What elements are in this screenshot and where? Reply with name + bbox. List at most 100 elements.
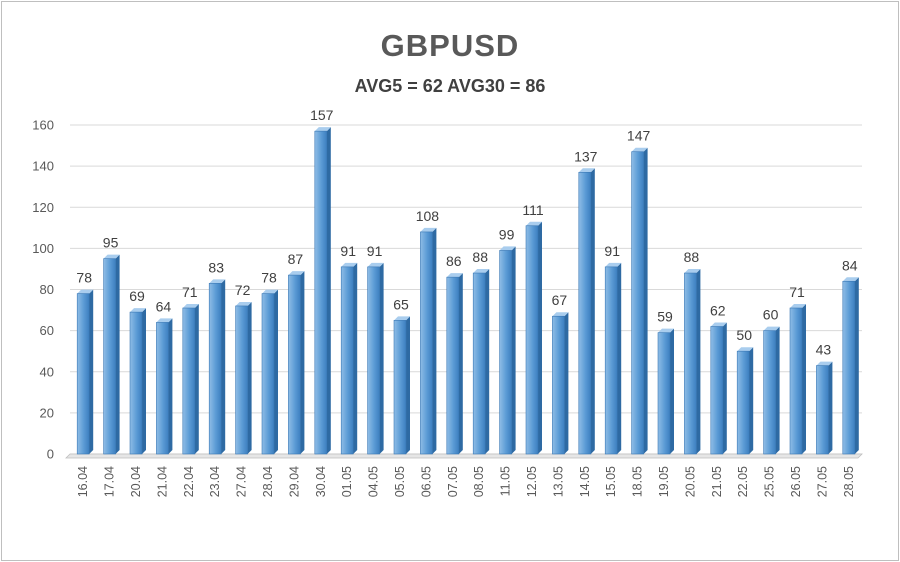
bar-top (235, 301, 252, 306)
bar-top (526, 221, 542, 226)
bar (182, 304, 199, 455)
bar-side (485, 269, 490, 454)
data-label: 137 (574, 148, 598, 164)
bar-front (420, 231, 433, 455)
x-tick-label: 27.05 (815, 466, 829, 497)
bar-front (842, 280, 856, 455)
data-label: 72 (235, 282, 251, 298)
bar-front (393, 320, 407, 455)
bar-top (367, 262, 384, 267)
bar-top (182, 304, 199, 309)
bar (604, 262, 622, 455)
bars (76, 127, 859, 455)
bar-top (420, 227, 437, 232)
data-label: 78 (261, 270, 277, 286)
x-tick-label: 26.05 (789, 466, 803, 497)
data-label: 88 (684, 249, 700, 265)
y-tick-label: 40 (40, 364, 54, 379)
bar (789, 304, 806, 455)
x-tick-label: 20.04 (129, 466, 143, 497)
bar-front (816, 365, 829, 455)
data-label: 84 (842, 257, 858, 273)
bar (842, 277, 859, 455)
bar-front (182, 307, 196, 455)
bar-front (684, 272, 697, 455)
x-tick-label: 28.04 (261, 466, 275, 497)
bar-side (274, 289, 278, 454)
bar (129, 308, 146, 455)
bar-front (288, 274, 301, 455)
bar-front (76, 293, 90, 455)
bar-side (458, 273, 463, 454)
x-tick-label: 22.04 (182, 466, 196, 497)
bar-top (578, 168, 595, 173)
data-label: 147 (627, 128, 651, 144)
bar-side (564, 312, 569, 454)
bar-front (631, 151, 644, 455)
bar-front (578, 171, 592, 455)
bar-front (367, 266, 380, 455)
data-label: 71 (789, 284, 805, 300)
x-tick-label: 05.05 (393, 466, 407, 497)
bar-side (828, 361, 833, 454)
data-label: 99 (499, 226, 515, 242)
data-label: 60 (763, 307, 779, 323)
data-label: 95 (103, 235, 119, 251)
bar-side (854, 277, 859, 454)
bar-front (736, 350, 750, 455)
data-label: 64 (156, 298, 172, 314)
bar-front (604, 266, 618, 455)
bar-front (235, 305, 248, 455)
bar-top (499, 246, 516, 251)
bar-top (605, 262, 622, 267)
y-tick-label: 0 (47, 447, 54, 462)
bar-side (115, 254, 120, 454)
bar-side (670, 328, 674, 454)
bar-front (103, 258, 116, 455)
bar-top (394, 316, 410, 321)
x-tick-label: 28.05 (842, 466, 856, 497)
bar-side (696, 269, 701, 454)
data-label: 91 (604, 243, 620, 259)
bar-side (221, 279, 226, 454)
bar-side (406, 316, 410, 454)
data-label: 91 (367, 243, 383, 259)
bar-side (168, 318, 173, 454)
bar-front (763, 330, 776, 455)
bar (631, 147, 648, 455)
bar (446, 273, 463, 455)
x-tick-label: 06.05 (419, 466, 433, 497)
bar-side (749, 347, 754, 454)
bar (314, 127, 331, 455)
bar (156, 318, 173, 455)
bar-side (802, 304, 806, 454)
data-label: 67 (552, 292, 568, 308)
y-tick-label: 60 (40, 323, 54, 338)
bar-front (472, 272, 486, 455)
bar-top (763, 326, 780, 331)
bar-top (446, 273, 463, 278)
data-label: 62 (710, 303, 726, 319)
data-labels: 78 95 69 64 71 83 72 78 87 157 91 91 65 108 86 88 99 111 6… (76, 107, 857, 357)
bar-front (710, 326, 724, 455)
bar-top (842, 277, 859, 282)
bar (684, 269, 701, 455)
bar-front (525, 225, 539, 455)
data-label: 91 (340, 243, 356, 259)
bar-top (737, 347, 754, 352)
data-label: 88 (472, 249, 488, 265)
gridlines (65, 124, 863, 459)
bar-front (156, 322, 169, 455)
bar (763, 326, 780, 455)
x-axis: 16.04 17.04 20.04 21.04 22.04 23.04 27.04 28.04… (76, 466, 856, 497)
x-tick-label: 14.05 (578, 466, 592, 497)
bar (420, 227, 437, 455)
bar-front (446, 276, 460, 455)
bar-top (77, 289, 94, 294)
bar (367, 262, 384, 455)
bar-side (617, 262, 622, 454)
bar-front (314, 130, 328, 455)
x-tick-label: 01.05 (340, 466, 354, 497)
bar-side (247, 301, 252, 454)
